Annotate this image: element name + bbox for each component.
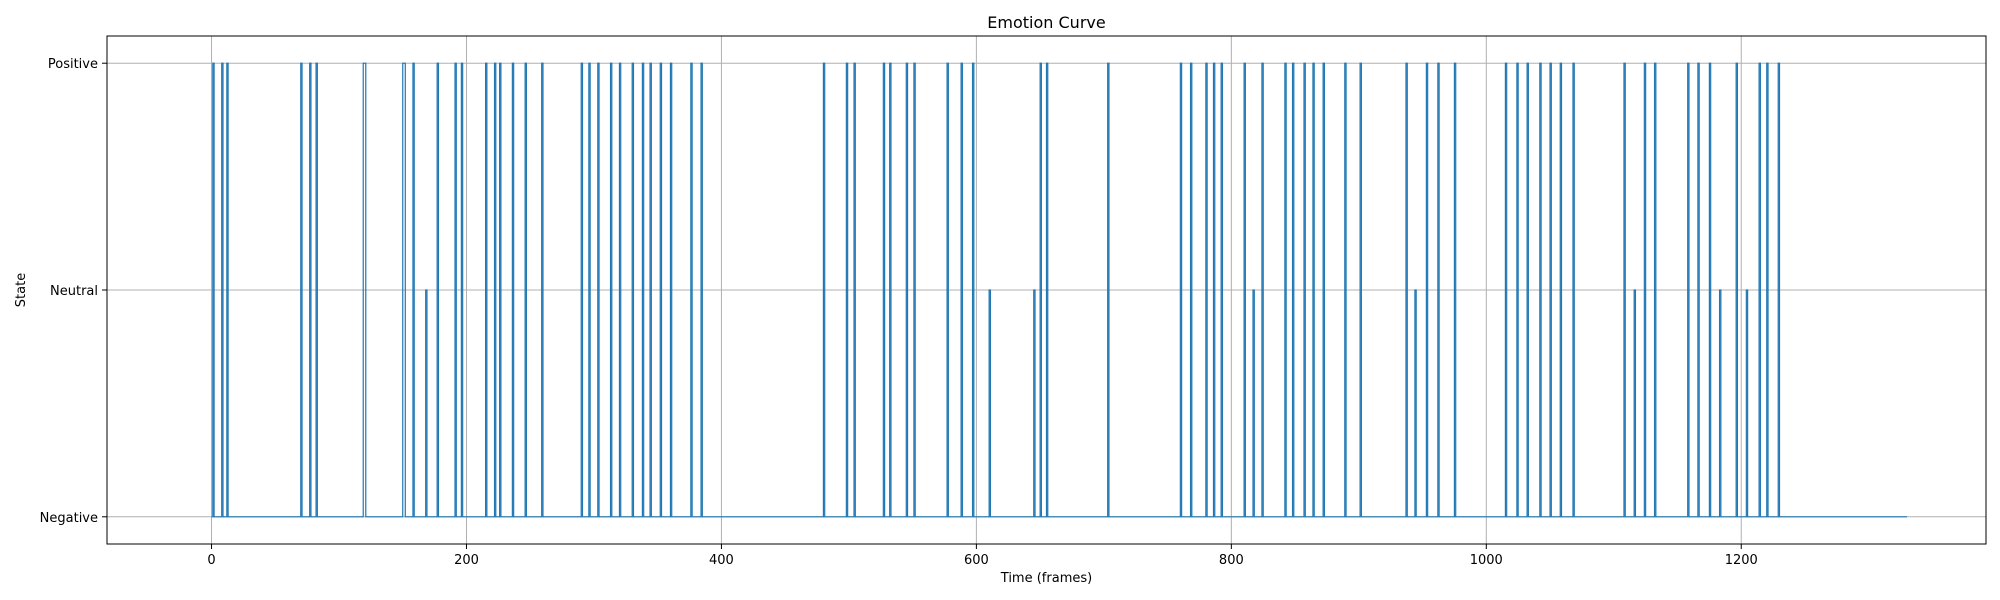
tick-layer: 0 200 400 600 800 1000 1200 Negative Neutral Posi…: [40, 57, 1758, 568]
y-tick-label: Negative: [40, 511, 98, 526]
y-axis-label: State: [14, 273, 29, 307]
x-tick-label: 1200: [1725, 553, 1758, 568]
x-tick-label: 0: [207, 553, 215, 568]
series-layer: [211, 62, 1907, 518]
x-tick-label: 600: [964, 553, 989, 568]
x-axis-label: Time (frames): [1000, 571, 1092, 586]
x-tick-label: 400: [709, 553, 734, 568]
y-tick-label: Neutral: [50, 284, 98, 299]
y-tick-label: Positive: [48, 57, 98, 72]
x-tick-label: 200: [454, 553, 479, 568]
x-tick-label: 800: [1219, 553, 1244, 568]
x-tick-label: 1000: [1470, 553, 1503, 568]
chart-title: Emotion Curve: [987, 13, 1105, 32]
series-line: [211, 62, 1907, 518]
